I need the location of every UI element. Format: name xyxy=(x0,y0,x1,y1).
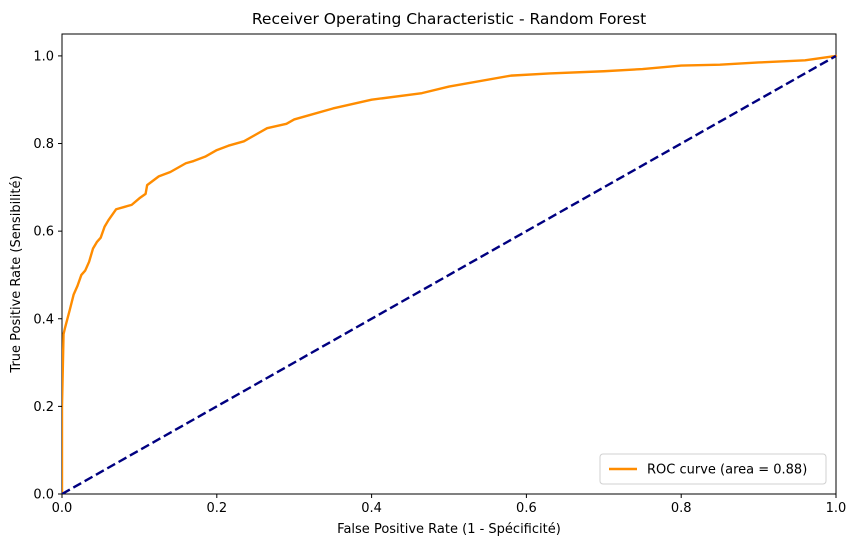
y-tick-label: 0.0 xyxy=(33,488,54,503)
plot-frame xyxy=(61,33,837,495)
y-tick-label: 0.4 xyxy=(33,312,54,327)
y-tick-label: 1.0 xyxy=(33,49,54,64)
chart-title: Receiver Operating Characteristic - Rand… xyxy=(252,10,646,28)
legend-label: ROC curve (area = 0.88) xyxy=(647,463,807,478)
y-tick-label: 0.2 xyxy=(33,400,54,415)
x-tick-label: 0.2 xyxy=(206,501,227,516)
plot-area: 0.0 0.2 0.4 0.6 0.8 1.0 0.0 0.2 0.4 0.6 0.8 1.0 ROC … xyxy=(33,33,847,516)
y-tick-label: 0.8 xyxy=(33,137,54,152)
x-axis-label: False Positive Rate (1 - Spécificité) xyxy=(337,522,561,537)
x-tick-label: 0.6 xyxy=(516,501,537,516)
x-tick-label: 1.0 xyxy=(826,501,847,516)
roc-curve-line xyxy=(62,54,838,494)
legend-box xyxy=(599,453,827,485)
x-tick-label: 0.4 xyxy=(361,501,382,516)
x-tick-label: 0.8 xyxy=(671,501,692,516)
chance-diagonal-line xyxy=(62,54,837,494)
x-tick-label: 0.0 xyxy=(52,501,73,516)
y-axis-label: True Positive Rate (Sensibilité) xyxy=(9,175,24,373)
y-tick-label: 0.6 xyxy=(33,225,54,240)
